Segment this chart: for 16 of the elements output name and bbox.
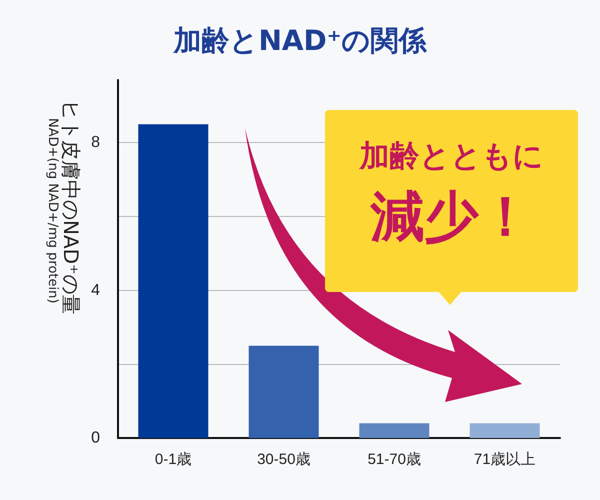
annotation: 加齢とともに — [358, 138, 544, 176]
bar — [359, 423, 430, 438]
y-tick-label: 4 — [91, 282, 100, 299]
bar — [248, 346, 319, 438]
x-tick-label: 71歳以上 — [474, 451, 536, 468]
x-tick-label: 51-70歳 — [368, 451, 421, 468]
y-tick-label: 8 — [91, 134, 100, 152]
x-tick-label: 30-50歳 — [257, 451, 310, 468]
x-tick-label: 0-1歳 — [154, 451, 192, 468]
y-tick-label: 0 — [91, 430, 100, 446]
y-axis-title: ヒト皮膚中のNAD⁺の量 NAD+(ng NAD+/mg protein) — [45, 100, 84, 315]
bar — [470, 423, 540, 438]
bar — [138, 124, 208, 438]
speech-bubble: 加齢とともに 減少！ — [325, 110, 578, 292]
annotation: 減少！ — [369, 183, 534, 250]
chart-title: 加齢とNAD⁺の関係 — [172, 23, 428, 59]
